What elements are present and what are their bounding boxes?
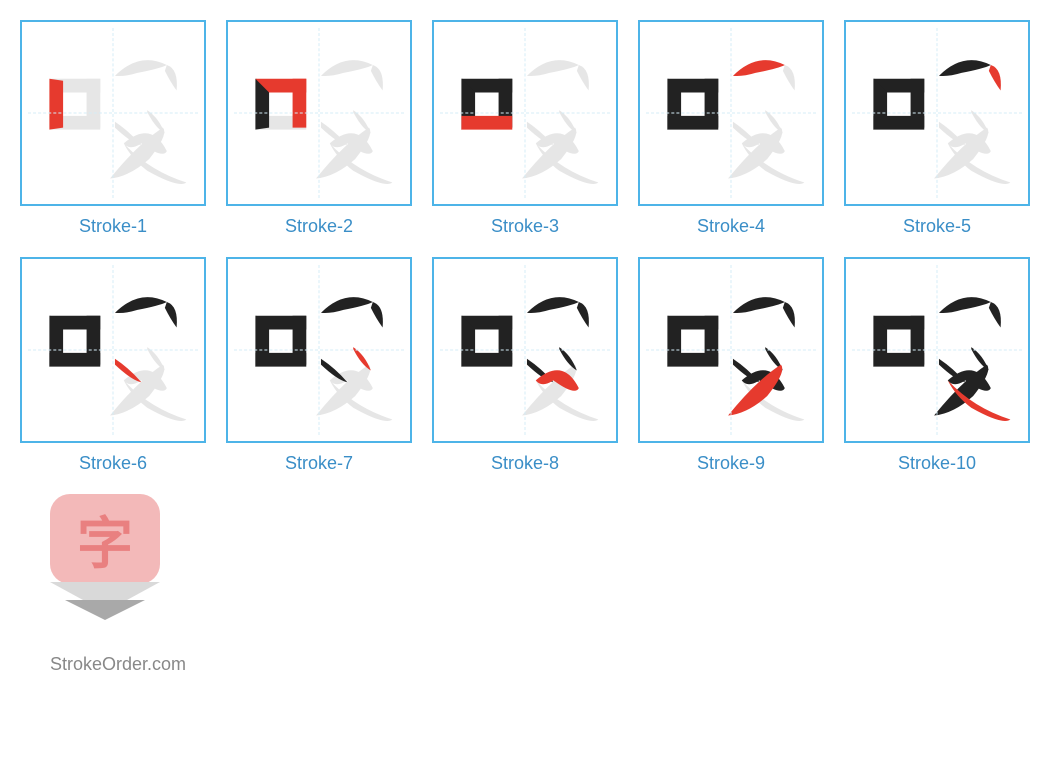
stroke-cell: Stroke-4	[638, 20, 824, 237]
stroke-path-mouth_bottom	[255, 353, 306, 367]
guide-vertical	[525, 28, 526, 198]
footer-area: 字 StrokeOrder.com	[20, 494, 1030, 675]
guide-vertical	[937, 265, 938, 435]
stroke-tile	[844, 20, 1030, 206]
stroke-path-s4	[527, 60, 579, 76]
stroke-tile	[226, 257, 412, 443]
stroke-path-s5	[577, 65, 589, 90]
logo-pencil-tip-inner	[65, 600, 145, 620]
stroke-path-mouth_bottom	[461, 116, 512, 130]
stroke-cell: Stroke-6	[20, 257, 206, 474]
guide-vertical	[937, 28, 938, 198]
guide-vertical	[113, 28, 114, 198]
stroke-tile	[432, 20, 618, 206]
stroke-label: Stroke-2	[285, 216, 353, 237]
stroke-path-s4	[939, 297, 991, 313]
stroke-path-s7	[353, 347, 371, 370]
stroke-label: Stroke-7	[285, 453, 353, 474]
stroke-cell: Stroke-2	[226, 20, 412, 237]
stroke-cell: Stroke-8	[432, 257, 618, 474]
stroke-tile	[638, 257, 824, 443]
stroke-path-mouth_bottom	[667, 116, 718, 130]
stroke-path-s5	[371, 302, 383, 327]
guide-vertical	[319, 265, 320, 435]
stroke-path-s4	[321, 60, 373, 76]
stroke-tile	[226, 20, 412, 206]
stroke-grid: Stroke-1 Stroke-2 Stroke-3 Stroke-4 Stroke-5…	[20, 20, 1030, 474]
stroke-path-mouth_bottom	[461, 353, 512, 367]
stroke-path-s4	[527, 297, 579, 313]
stroke-path-s4	[115, 297, 167, 313]
stroke-path-mouth_bottom	[873, 353, 924, 367]
stroke-cell: Stroke-3	[432, 20, 618, 237]
stroke-label: Stroke-8	[491, 453, 559, 474]
guide-vertical	[319, 28, 320, 198]
stroke-path-s4	[733, 60, 785, 76]
stroke-path-mouth_bottom	[667, 353, 718, 367]
stroke-cell: Stroke-1	[20, 20, 206, 237]
stroke-path-s5	[165, 302, 177, 327]
stroke-label: Stroke-4	[697, 216, 765, 237]
stroke-tile	[20, 257, 206, 443]
logo-character: 字	[77, 499, 133, 580]
stroke-path-mouth_bottom	[873, 116, 924, 130]
guide-vertical	[525, 265, 526, 435]
stroke-cell: Stroke-7	[226, 257, 412, 474]
stroke-tile	[432, 257, 618, 443]
stroke-label: Stroke-3	[491, 216, 559, 237]
stroke-label: Stroke-10	[898, 453, 976, 474]
stroke-path-s5	[165, 65, 177, 90]
stroke-label: Stroke-1	[79, 216, 147, 237]
stroke-path-s5	[783, 65, 795, 90]
stroke-path-s5	[989, 65, 1001, 90]
stroke-cell: Stroke-9	[638, 257, 824, 474]
stroke-path-s7	[559, 347, 577, 370]
stroke-path-s4	[733, 297, 785, 313]
stroke-path-mouth_bottom	[49, 353, 100, 367]
stroke-path-s5	[371, 65, 383, 90]
stroke-label: Stroke-9	[697, 453, 765, 474]
stroke-label: Stroke-5	[903, 216, 971, 237]
logo-head: 字	[50, 494, 160, 584]
stroke-path-s4	[321, 297, 373, 313]
stroke-label: Stroke-6	[79, 453, 147, 474]
guide-vertical	[113, 265, 114, 435]
stroke-path-s5	[783, 302, 795, 327]
stroke-tile	[20, 20, 206, 206]
stroke-path-s4	[939, 60, 991, 76]
stroke-path-s4	[115, 60, 167, 76]
site-logo: 字	[50, 494, 160, 624]
stroke-tile	[844, 257, 1030, 443]
stroke-path-s5	[577, 302, 589, 327]
stroke-tile	[638, 20, 824, 206]
stroke-cell: Stroke-10	[844, 257, 1030, 474]
stroke-path-mouth_right	[293, 79, 307, 128]
guide-vertical	[731, 265, 732, 435]
watermark-text: StrokeOrder.com	[50, 654, 186, 675]
stroke-path-mouth_left	[49, 79, 63, 130]
guide-vertical	[731, 28, 732, 198]
stroke-cell: Stroke-5	[844, 20, 1030, 237]
stroke-path-s5	[989, 302, 1001, 327]
